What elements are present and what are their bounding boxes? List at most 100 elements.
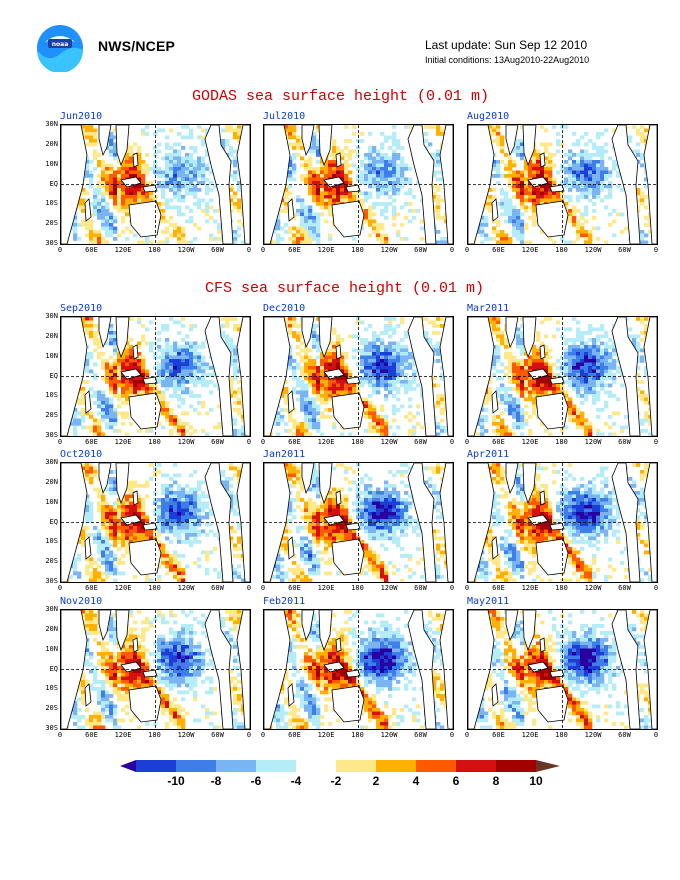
lat-tick-label: 30N [45, 605, 58, 613]
coastline [505, 463, 519, 495]
coastline [115, 317, 130, 359]
coastline [611, 463, 641, 582]
colorbar-min-arrow [120, 760, 136, 772]
lat-tick-label: 30N [45, 120, 58, 128]
coastline [335, 344, 342, 360]
lon-tick-label: 60E [492, 246, 505, 254]
coastline [128, 685, 162, 723]
lon-tick-label: 0 [653, 246, 659, 254]
coastline [335, 637, 342, 653]
coastline [331, 200, 365, 238]
lon-tick-label: 60W [414, 731, 427, 739]
ssh-map-panel [263, 124, 454, 245]
lon-tick-label: 180 [148, 246, 161, 254]
coastline [491, 198, 499, 222]
colorbar-tick-label: -4 [290, 774, 302, 788]
colorbar-tick-label: -10 [167, 774, 185, 788]
lat-tick-label: EQ [49, 371, 58, 380]
ssh-map-panel [467, 316, 658, 437]
coastline [549, 376, 565, 385]
colorbar-tick-label: -8 [210, 774, 222, 788]
lon-tick-label: 0 [260, 246, 266, 254]
lat-tick-label: 10N [45, 351, 58, 360]
coastline [61, 125, 88, 244]
coastline [318, 463, 333, 505]
lat-tick-label: 20S [45, 704, 58, 713]
lon-tick-label: 60E [288, 246, 301, 254]
coastline [345, 184, 361, 193]
lon-tick-label: 0 [57, 246, 63, 254]
colorbar-tick-label: 2 [372, 774, 380, 788]
lat-tick-label: 20N [45, 477, 58, 486]
coastline [468, 125, 495, 244]
lat-tick-label: 10N [45, 497, 58, 506]
coastline [491, 536, 499, 560]
coastline [407, 463, 437, 582]
coastline [535, 685, 569, 723]
lon-tick-label: 60E [85, 246, 98, 254]
coastline [204, 463, 234, 582]
colorbar-segment [216, 760, 256, 772]
ssh-field [61, 463, 250, 582]
lon-tick-label: 60W [414, 438, 427, 446]
lat-tick-label: EQ [49, 664, 58, 673]
lon-tick-label: 120E [317, 584, 335, 592]
coastline [264, 125, 291, 244]
lon-tick-label: 0 [246, 584, 252, 592]
ssh-field [61, 610, 250, 729]
lon-tick-label: 0 [449, 731, 455, 739]
lon-tick-label: 60W [211, 438, 224, 446]
lon-tick-label: 60W [211, 246, 224, 254]
lat-tick-label: 10N [45, 644, 58, 653]
coastline [287, 198, 295, 222]
colorbar-segment [176, 760, 216, 772]
lon-tick-label: 60E [492, 731, 505, 739]
colorbar-segment [336, 760, 376, 772]
lat-tick-label: EQ [49, 179, 58, 188]
panel-label: May2011 [467, 596, 510, 607]
coastline [539, 152, 546, 168]
coastline [522, 317, 537, 359]
coastline [61, 317, 88, 436]
lon-tick-label: 0 [653, 438, 659, 446]
coastline [522, 463, 537, 505]
coastline [132, 152, 139, 168]
coastline [468, 317, 495, 436]
panel-label: Jun2010 [60, 111, 103, 122]
ssh-field [61, 317, 250, 436]
lon-tick-label: 120E [114, 438, 132, 446]
coastline [335, 490, 342, 506]
coastline [98, 125, 112, 157]
svg-text:noaa: noaa [52, 41, 69, 48]
coastline [535, 200, 569, 238]
ssh-map-panel [60, 609, 251, 730]
coastline [535, 538, 569, 576]
coastline [115, 125, 130, 167]
ssh-field [264, 610, 453, 729]
colorbar-tick-label: 6 [452, 774, 460, 788]
coastline [611, 610, 641, 729]
panel-label: Jul2010 [263, 111, 306, 122]
lon-tick-label: 120E [114, 584, 132, 592]
lon-tick-label: 120W [177, 731, 195, 739]
colorbar-tick-label: 8 [492, 774, 500, 788]
coastline [142, 376, 158, 385]
coastline [407, 610, 437, 729]
lat-tick-label: 30S [45, 239, 58, 247]
lon-tick-label: 180 [148, 438, 161, 446]
ssh-field [468, 463, 657, 582]
coastline [535, 392, 569, 430]
coastline [301, 317, 315, 349]
colorbar-segment [296, 760, 336, 772]
lon-tick-label: 120E [317, 438, 335, 446]
coastline [132, 344, 139, 360]
lat-tick-label: 30S [45, 577, 58, 585]
lon-tick-label: 0 [653, 584, 659, 592]
coastline [98, 317, 112, 349]
colorbar-segment [136, 760, 176, 772]
lon-tick-label: 0 [464, 731, 470, 739]
coastline [345, 669, 361, 678]
coastline [335, 152, 342, 168]
lon-tick-label: 120W [380, 246, 398, 254]
lon-tick-label: 180 [555, 731, 568, 739]
